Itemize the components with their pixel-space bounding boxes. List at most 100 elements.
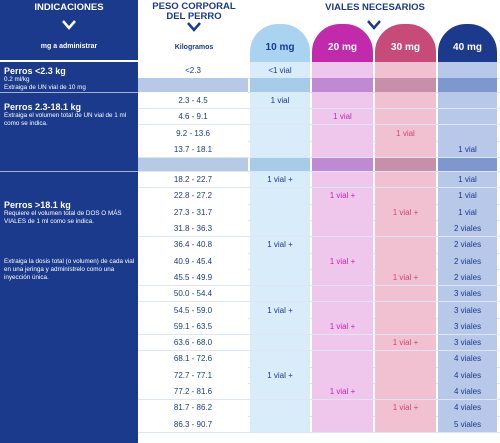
tab-vial-2: 20 mg (312, 24, 373, 62)
group-description: Extraiga el volumen total de UN vial de … (4, 112, 127, 128)
weight-cell: 31.8 - 36.3 (138, 220, 248, 237)
weight-cell: 4.6 - 9.1 (138, 108, 248, 125)
vial-cell-v20 (312, 78, 373, 93)
vial-cell-v30 (375, 301, 436, 319)
weight-cell: 40.9 - 45.4 (138, 253, 248, 270)
indication-group: Perros <2.3 kg 0.2 ml/kg Extraiga de UN vi… (4, 66, 136, 92)
vial-cell-v40: 3 viales (438, 318, 497, 335)
vial-cell-v30: 1 vial + (375, 204, 436, 221)
vial-cell-v20 (312, 334, 373, 351)
vial-cell-v40 (438, 124, 497, 142)
vial-cell-v40: 3 viales (438, 285, 497, 302)
vial-cell-v10 (250, 285, 310, 302)
peso-corporal-title: PESO CORPORAL DEL PERRO (152, 1, 236, 23)
vial-cell-v30: 1 vial + (375, 399, 436, 416)
vial-cell-v10 (250, 318, 310, 335)
vial-cell-v30 (375, 253, 436, 270)
vial-cell-v20 (312, 92, 373, 109)
tab-vial-label: 10 mg (265, 41, 295, 53)
vial-cell-v10: 1 vial + (250, 236, 310, 253)
group-title: Perros >18.1 kg (4, 199, 71, 210)
vial-cell-v10: 1 vial + (250, 301, 310, 319)
vial-cell-v30 (375, 285, 436, 302)
vial-cell-v20: 1 vial + (312, 318, 373, 335)
vial-cell-v30 (375, 108, 436, 125)
tab-vial-label: 20 mg (328, 41, 357, 53)
group-title: Perros 2.3-18.1 kg (4, 102, 82, 113)
vial-cell-v10: <1 vial (250, 62, 310, 79)
vial-cell-v10 (250, 204, 310, 221)
vial-cell-v40 (438, 108, 497, 125)
weight-cell: 59.1 - 63.5 (138, 318, 248, 335)
vial-cell-v10: 1 vial (250, 92, 310, 109)
vial-cell-v20 (312, 416, 373, 433)
tab-vial-3: 30 mg (375, 24, 436, 62)
spacer-row (138, 157, 248, 172)
vial-cell-v20 (312, 269, 373, 286)
vial-cell-v20 (312, 301, 373, 319)
vial-cell-v30 (375, 187, 436, 205)
vial-cell-v10 (250, 220, 310, 237)
vial-cell-v10 (250, 383, 310, 400)
weight-cell: 36.4 - 40.8 (138, 236, 248, 253)
tab-vial-4: 40 mg (438, 24, 497, 62)
vial-cell-v40: 2 viales (438, 236, 497, 253)
weight-cell: 77.2 - 81.6 (138, 383, 248, 400)
vial-cell-v10 (250, 416, 310, 433)
vial-cell-v30 (375, 236, 436, 253)
group-description: Extraiga de UN vial de 10 mg (4, 84, 86, 92)
vial-cell-v30 (375, 220, 436, 237)
vial-cell-v30 (375, 92, 436, 109)
vial-cell-v20: 1 vial + (312, 253, 373, 270)
indicaciones-title: INDICACIONES (34, 2, 104, 13)
vial-cell-v40: 4 viales (438, 383, 497, 400)
vial-cell-v10 (250, 108, 310, 125)
indication-group: Perros 2.3-18.1 kg Extraiga el volumen to… (4, 102, 136, 128)
vial-cell-v40 (438, 92, 497, 109)
vial-cell-v40: 4 viales (438, 399, 497, 416)
vial-cell-v40: 5 viales (438, 416, 497, 433)
vial-cell-v20 (312, 171, 373, 188)
weight-cell: 50.0 - 54.4 (138, 285, 248, 302)
vial-cell-v20 (312, 350, 373, 368)
vial-cell-v40: 2 viales (438, 253, 497, 270)
vial-cell-v40: 1 vial (438, 171, 497, 188)
vial-cell-v40 (438, 62, 497, 79)
viales-necesarios-title: VIALES NECESARIOS (325, 2, 425, 13)
vial-cell-v40: 3 viales (438, 301, 497, 319)
vial-cell-v30: 1 vial + (375, 269, 436, 286)
vial-cell-v40: 3 viales (438, 334, 497, 351)
vial-cell-v40: 2 viales (438, 220, 497, 237)
vial-cell-v20 (312, 62, 373, 79)
vial-cell-v40 (438, 78, 497, 93)
vial-cell-v30 (375, 350, 436, 368)
vial-cell-v10 (250, 350, 310, 368)
vial-cell-v10 (250, 124, 310, 142)
weight-cell: 72.7 - 77.1 (138, 367, 248, 384)
vial-cell-v20 (312, 236, 373, 253)
tab-vial-1: 10 mg (250, 24, 310, 62)
vial-cell-v30 (375, 416, 436, 433)
mg-administrar-label: mg a administrar (40, 43, 98, 50)
vial-cell-v30 (375, 171, 436, 188)
weight-cell: 27.3 - 31.7 (138, 204, 248, 221)
vial-cell-v20 (312, 285, 373, 302)
vial-cell-v20 (312, 367, 373, 384)
vial-cell-v10 (250, 187, 310, 205)
spacer-row (138, 78, 248, 93)
group-description: 0.2 ml/kg (4, 76, 30, 83)
vial-cell-v20: 1 vial + (312, 187, 373, 205)
indicaciones-header: INDICACIONES mg a administrar (0, 0, 138, 60)
vial-cell-v20: 1 vial + (312, 383, 373, 400)
indication-group: Perros >18.1 kg Requiere el volumen total… (4, 200, 136, 283)
tab-vial-label: 40 mg (453, 41, 482, 53)
tab-vial-label: 30 mg (391, 41, 420, 53)
chevron-down-icon (367, 20, 381, 30)
kilogramos-label: Kilogramos (174, 44, 214, 51)
weight-cell: 68.1 - 72.6 (138, 350, 248, 368)
row-divider (138, 431, 500, 433)
vial-cell-v10 (250, 334, 310, 351)
vial-cell-v10 (250, 253, 310, 270)
vial-cell-v40: 2 viales (438, 269, 497, 286)
vial-cell-v30: 1 vial + (375, 334, 436, 351)
